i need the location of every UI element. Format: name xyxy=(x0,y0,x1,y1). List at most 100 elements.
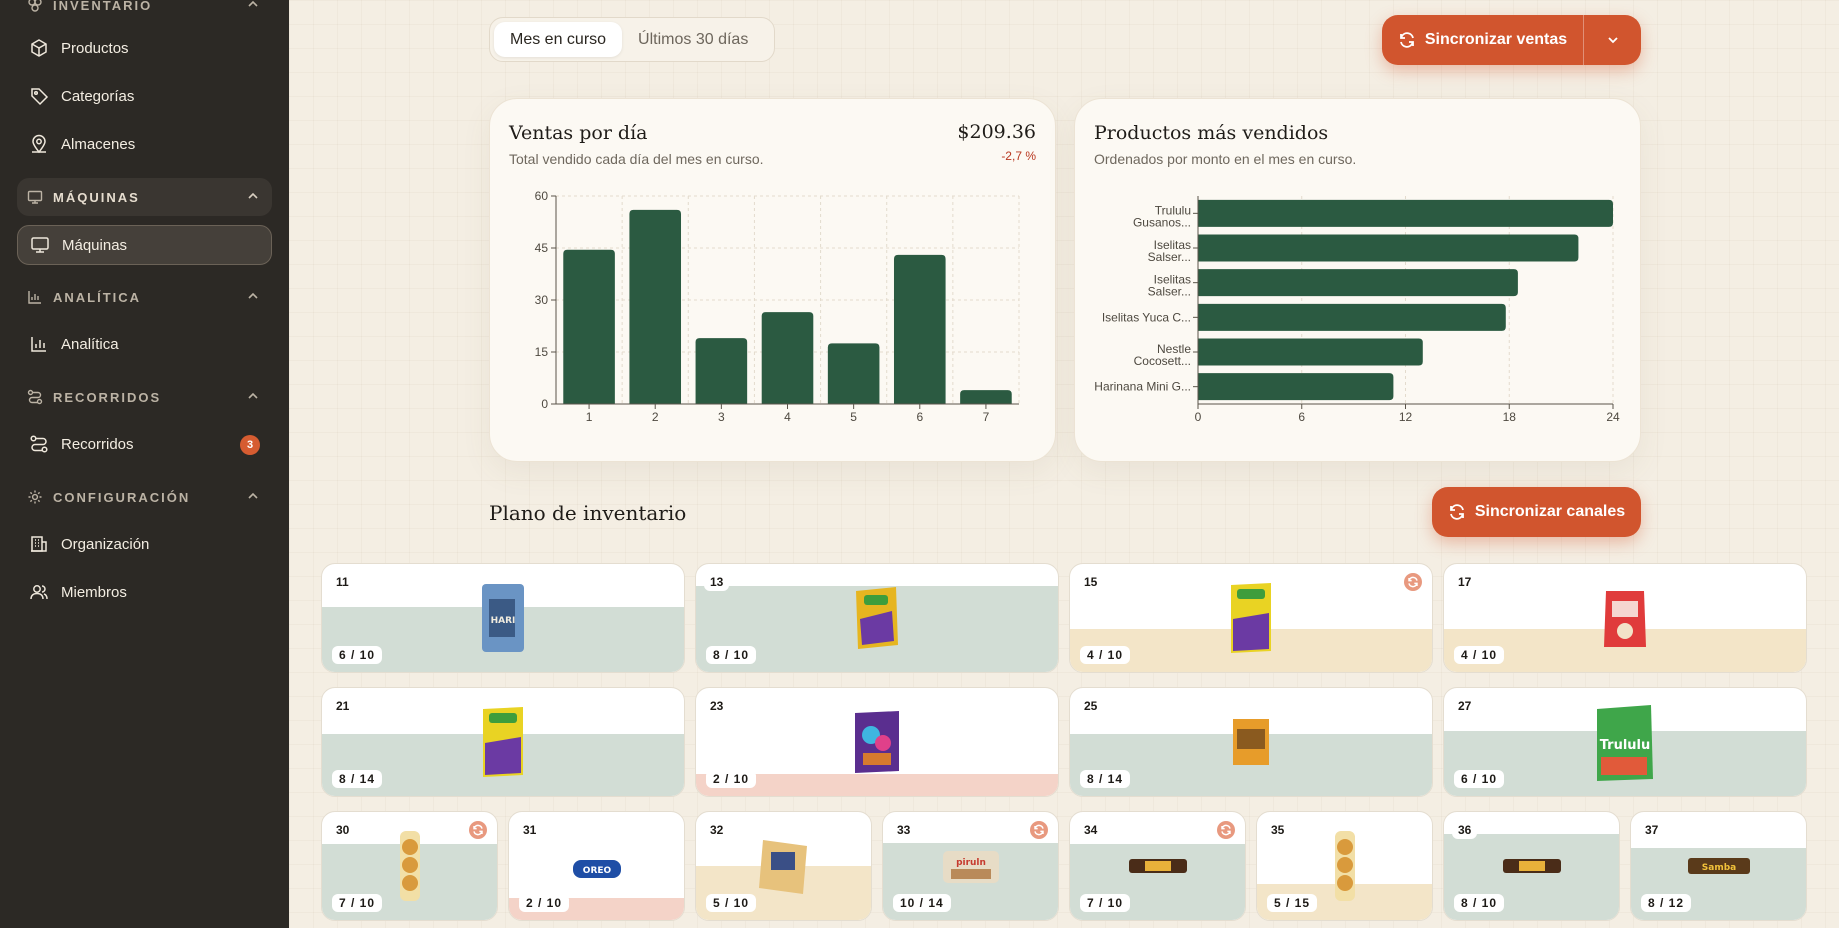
inventory-slot[interactable]: 30 7 / 10 xyxy=(321,811,498,921)
y-tick-label: 45 xyxy=(535,241,549,255)
sync-sales-label: Sincronizar ventas xyxy=(1424,31,1568,48)
purple-bag-image xyxy=(855,711,899,773)
sidebar-item-label: Categorías xyxy=(61,87,135,105)
inventory-slot[interactable]: 17 4 / 10 xyxy=(1443,563,1807,673)
sync-pending-icon[interactable] xyxy=(469,821,487,839)
chevron-up-icon[interactable] xyxy=(246,389,260,403)
x-tick-label: 7 xyxy=(983,410,990,424)
sidebar-item-categorias[interactable]: Categorías xyxy=(17,76,272,116)
sidebar-item-maquinas[interactable]: Máquinas xyxy=(17,225,272,265)
sidebar-item-label: Miembros xyxy=(61,583,127,601)
building-icon xyxy=(31,536,47,552)
slot-number: 30 xyxy=(330,821,356,839)
slot-number: 25 xyxy=(1078,697,1104,715)
section-configuracion[interactable]: CONFIGURACIÓN xyxy=(17,478,272,516)
bar xyxy=(1198,234,1579,262)
section-label: CONFIGURACIÓN xyxy=(53,489,191,505)
inventory-slot[interactable]: OREO 31 2 / 10 xyxy=(508,811,685,921)
inventory-slot[interactable]: 36 8 / 10 xyxy=(1443,811,1620,921)
x-tick-label: 2 xyxy=(652,410,659,424)
section-analitica[interactable]: ANALÍTICA xyxy=(17,278,272,316)
sidebar-item-label: Analítica xyxy=(61,335,119,353)
section-inventario[interactable]: INVENTARIO xyxy=(17,0,272,24)
inventory-slot[interactable]: piruln 33 10 / 14 xyxy=(882,811,1059,921)
sync-pending-icon[interactable] xyxy=(1030,821,1048,839)
bar xyxy=(893,254,946,404)
card-title: Productos más vendidos xyxy=(1094,122,1329,144)
route-icon xyxy=(30,435,48,453)
slot-number: 11 xyxy=(330,573,355,591)
bar-chart-icon xyxy=(28,291,41,304)
sync-sales-split-button: Sincronizar ventas xyxy=(1382,15,1641,65)
bar-chart-icon xyxy=(31,337,46,352)
chevron-up-icon[interactable] xyxy=(246,289,260,303)
slot-quantity: 7 / 10 xyxy=(332,894,383,912)
slot-number: 15 xyxy=(1078,573,1104,591)
slot-quantity: 8 / 10 xyxy=(706,646,757,664)
notification-badge: 3 xyxy=(240,435,260,455)
gear-icon xyxy=(28,490,42,504)
sidebar-item-productos[interactable]: Productos xyxy=(17,28,272,68)
sidebar-item-miembros[interactable]: Miembros xyxy=(17,572,272,612)
sidebar-item-organizacion[interactable]: Organización xyxy=(17,524,272,564)
sales-per-day-card: Ventas por día Total vendido cada día de… xyxy=(489,98,1056,462)
y-tick-label: 0 xyxy=(541,397,548,411)
period-selector: Mes en curso Últimos 30 días xyxy=(489,17,775,62)
sync-sales-button[interactable]: Sincronizar ventas xyxy=(1382,15,1583,65)
slot-quantity: 7 / 10 xyxy=(1080,894,1131,912)
card-subtitle: Total vendido cada día del mes en curso. xyxy=(509,151,764,167)
slot-number: 13 xyxy=(704,573,730,591)
section-maquinas[interactable]: MÁQUINAS xyxy=(17,178,272,216)
slot-number: 34 xyxy=(1078,821,1104,839)
sidebar-item-recorridos[interactable]: Recorridos 3 xyxy=(17,424,272,464)
x-tick-label: 5 xyxy=(850,410,857,424)
inventory-slot[interactable]: 32 5 / 10 xyxy=(695,811,872,921)
inventory-slot[interactable]: 13 8 / 10 xyxy=(695,563,1059,673)
oreo-pack-image: OREO xyxy=(572,860,621,878)
inventory-slot[interactable]: 34 7 / 10 xyxy=(1069,811,1246,921)
inventory-slot[interactable]: Trululu 27 6 / 10 xyxy=(1443,687,1807,797)
chevron-up-icon[interactable] xyxy=(246,189,260,203)
sync-pending-icon[interactable] xyxy=(1217,821,1235,839)
svg-text:Samba: Samba xyxy=(1701,863,1735,873)
sidebar-item-analitica[interactable]: Analítica xyxy=(17,324,272,364)
box-stack-icon xyxy=(28,0,42,12)
inventory-slot[interactable]: 15 4 / 10 xyxy=(1069,563,1433,673)
chevron-up-icon[interactable] xyxy=(246,0,260,11)
inventory-slot[interactable]: Samba 37 8 / 12 xyxy=(1630,811,1807,921)
svg-text:OREO: OREO xyxy=(582,866,611,876)
x-tick-label: 4 xyxy=(784,410,791,424)
slot-number: 17 xyxy=(1452,573,1478,591)
section-recorridos[interactable]: RECORRIDOS xyxy=(17,378,272,416)
bread-pack-image xyxy=(399,831,420,901)
inventory-slot[interactable]: 23 2 / 10 xyxy=(695,687,1059,797)
sync-channels-button[interactable]: Sincronizar canales xyxy=(1432,487,1641,537)
sales-total: $209.36 xyxy=(957,121,1036,143)
inventory-slot[interactable]: HARI 11 6 / 10 xyxy=(321,563,685,673)
tab-ultimos-30-dias[interactable]: Últimos 30 días xyxy=(638,30,749,48)
chocolate-bar-image xyxy=(1502,859,1561,873)
refresh-icon xyxy=(1449,504,1464,520)
sync-pending-icon[interactable] xyxy=(1404,573,1422,591)
y-tick-label: Iselitas Salser... xyxy=(1148,273,1191,299)
cube-icon xyxy=(31,39,47,57)
y-tick-label: Iselitas Yuca C... xyxy=(1102,310,1191,324)
slot-number: 33 xyxy=(891,821,917,839)
tab-mes-en-curso[interactable]: Mes en curso xyxy=(494,22,623,57)
piazza-pack-image: piruln xyxy=(942,851,999,883)
harinana-bag-image: HARI xyxy=(482,584,524,652)
refresh-icon xyxy=(1399,32,1414,48)
inventory-slot[interactable]: 25 8 / 14 xyxy=(1069,687,1433,797)
y-tick-label: 30 xyxy=(535,293,549,307)
yellow-bag-image xyxy=(856,587,898,649)
y-tick-label: 15 xyxy=(535,345,549,359)
sync-sales-dropdown[interactable] xyxy=(1583,15,1641,65)
cake-pack-image xyxy=(758,840,807,894)
sidebar-item-label: Almacenes xyxy=(61,135,136,153)
sidebar-item-almacenes[interactable]: Almacenes xyxy=(17,124,272,164)
slot-number: 37 xyxy=(1639,821,1665,839)
inventory-slot[interactable]: 21 8 / 14 xyxy=(321,687,685,797)
chevron-up-icon[interactable] xyxy=(246,489,260,503)
inventory-slot[interactable]: 35 5 / 15 xyxy=(1256,811,1433,921)
